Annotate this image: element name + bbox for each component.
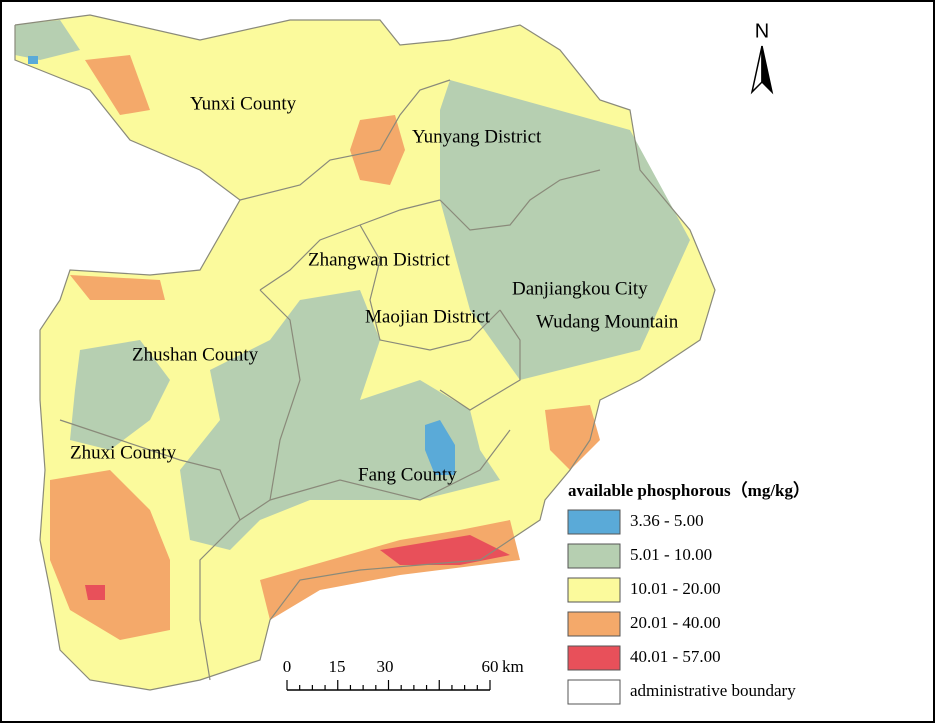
scale-label: 60 [482,657,499,676]
legend-swatch [567,645,621,671]
north-label: N [755,20,769,42]
scale-label: 30 [377,657,394,676]
region-label: Wudang Mountain [536,311,679,332]
legend-swatch [567,611,621,637]
region-label: Zhushan County [132,344,259,365]
legend-label: 20.01 - 40.00 [630,613,721,632]
legend-swatch [567,679,621,705]
scale-bar: 0 15 30 60 km [283,657,524,691]
region-label: Zhuxi County [70,442,177,463]
region-label: Maojian District [365,306,491,327]
region-label: Danjiangkou City [512,278,648,299]
legend-swatch [567,509,621,535]
scale-label: 0 [283,657,292,676]
green-zones [15,20,690,550]
legend-label: 5.01 - 10.00 [630,545,712,564]
arrow-right [761,45,774,95]
legend-title: available phosphorous（mg/kg） [568,480,810,500]
legend-label: 40.01 - 57.00 [630,647,721,666]
legend: available phosphorous（mg/kg） 3.36 - 5.00… [567,480,810,705]
boundaries [14,14,716,691]
region-label: Fang County [358,464,457,485]
scale-unit: km [502,657,524,676]
region-label: Zhangwan District [308,249,451,270]
region-label: Yunyang District [412,126,542,147]
legend-swatch [567,543,621,569]
scale-label: 15 [329,657,346,676]
legend-label: 10.01 - 20.00 [630,579,721,598]
region-label: Yunxi County [190,93,297,114]
legend-swatch [567,577,621,603]
legend-label: administrative boundary [630,681,796,700]
blue-zones [28,56,455,475]
north-arrow: N [750,20,774,95]
legend-label: 3.36 - 5.00 [630,511,704,530]
map-area [14,14,716,691]
red-zones [85,535,510,600]
region-labels: Yunxi County Yunyang District Zhangwan D… [70,93,679,485]
